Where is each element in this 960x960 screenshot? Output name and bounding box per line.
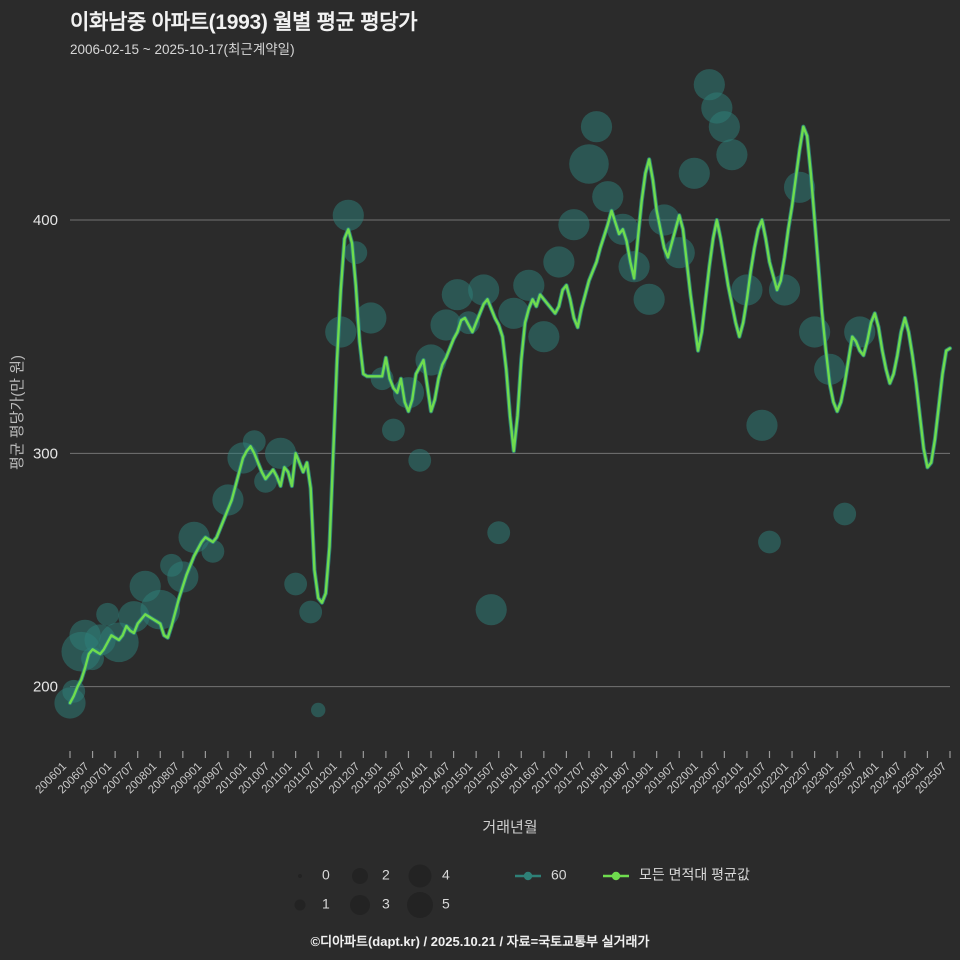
- legend-size-label: 1: [322, 896, 330, 912]
- page-title: 이화남중 아파트(1993) 월별 평균 평당가: [70, 11, 418, 34]
- gridlines: [70, 219, 950, 688]
- bubble-point: [344, 241, 368, 265]
- series-line-average: [68, 125, 952, 705]
- bubble-point: [513, 269, 545, 301]
- y-axis-ticks: 200 300 400: [33, 212, 58, 696]
- bubble-point: [355, 302, 387, 334]
- legend: 0 1 2 3 4 5 60 모든 면적대 평균값: [294, 864, 750, 918]
- y-axis-title: 평균 평당가(만 원): [9, 355, 26, 470]
- bubble-point: [284, 572, 308, 596]
- bubble-point: [569, 144, 609, 184]
- legend-series-label: 60: [551, 867, 567, 883]
- legend-size-label: 3: [382, 896, 390, 912]
- legend-size-swatch[interactable]: [352, 868, 368, 884]
- bubble-point: [716, 139, 748, 171]
- bubble-point: [99, 622, 139, 663]
- bubble-point: [633, 283, 665, 315]
- legend-size-swatch[interactable]: [298, 874, 302, 878]
- bubble-point: [487, 521, 511, 545]
- bubble-point: [201, 539, 225, 563]
- line-layer: [67, 124, 953, 706]
- bubble-point: [441, 279, 473, 311]
- bubble-point: [299, 600, 323, 624]
- bubble-point: [254, 469, 277, 493]
- legend-size-label: 4: [442, 867, 450, 883]
- x-axis-title: 거래년월: [482, 819, 537, 836]
- bubble-point: [475, 594, 507, 626]
- x-axis-ticks: 2006012006072007012007072008012008072009…: [34, 751, 951, 796]
- bubble-point: [332, 199, 364, 231]
- bubble-point: [468, 274, 500, 306]
- bubble-point: [430, 309, 462, 341]
- legend-size-swatch[interactable]: [407, 892, 433, 918]
- bubble-point: [498, 297, 530, 329]
- legend-size-swatch[interactable]: [294, 899, 306, 911]
- legend-series-marker[interactable]: [611, 871, 621, 881]
- legend-size-label: 2: [382, 867, 390, 883]
- bubble-point: [382, 418, 405, 442]
- legend-size-label: 5: [442, 896, 450, 912]
- page-subtitle: 2006-02-15 ~ 2025-10-17(최근계약일): [70, 42, 295, 57]
- bubble-point: [746, 409, 778, 441]
- y-tick-label: 400: [33, 212, 58, 229]
- bubble-point: [543, 246, 575, 278]
- legend-series-marker[interactable]: [523, 871, 533, 881]
- bubble-point: [528, 321, 560, 353]
- bubble-layer: [54, 69, 876, 719]
- footer-credit: ©디아파트(dapt.kr) / 2025.10.21 / 자료=국토교통부 실…: [310, 934, 650, 949]
- y-tick-label: 300: [33, 445, 58, 462]
- bubble-point: [96, 602, 120, 626]
- bubble-point: [311, 702, 326, 718]
- bubble-point: [558, 209, 590, 241]
- bubble-point: [833, 502, 857, 526]
- legend-size-label: 0: [322, 867, 330, 883]
- bubble-point: [708, 111, 740, 143]
- bubble-point: [264, 437, 297, 469]
- legend-series-label: 모든 면적대 평균값: [639, 867, 750, 883]
- bubble-point: [325, 316, 357, 348]
- bubble-point: [592, 181, 624, 213]
- bubble-point: [580, 111, 613, 143]
- y-tick-label: 200: [33, 679, 58, 696]
- legend-size-swatch[interactable]: [350, 895, 370, 915]
- bubble-point: [678, 157, 710, 189]
- bubble-point: [758, 530, 781, 554]
- legend-size-swatch[interactable]: [408, 864, 432, 888]
- bubble-point: [408, 448, 432, 472]
